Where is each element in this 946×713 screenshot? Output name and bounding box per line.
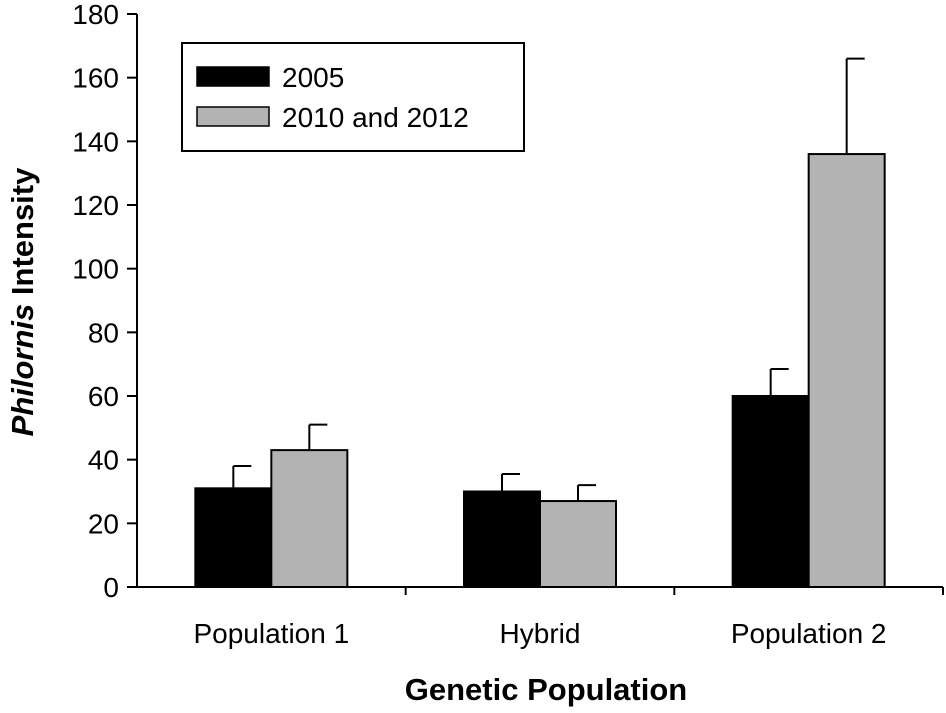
category-labels: Population 1 Hybrid Population 2 (193, 618, 886, 649)
bar-2005-hybrid (463, 490, 541, 588)
y-axis-ticks: 0 20 40 60 80 100 120 140 160 180 (72, 0, 137, 603)
bar-2005-population-2 (731, 395, 810, 588)
y-tick-label-60: 60 (88, 381, 119, 412)
y-axis-title-italic: Philornis (5, 304, 40, 437)
legend-swatch-2005 (196, 66, 270, 87)
bar-2010-and-2012-population-2 (807, 153, 886, 588)
bar-2010-and-2012-hybrid (539, 500, 617, 588)
y-tick-label-80: 80 (88, 317, 119, 348)
x-axis-title: Genetic Population (405, 672, 687, 707)
legend-frame (181, 42, 525, 152)
error-bars (232, 57, 865, 502)
x-category-label-population-1: Population 1 (193, 618, 349, 649)
y-tick-label-20: 20 (88, 508, 119, 539)
y-tick-label-40: 40 (88, 445, 119, 476)
y-tick-label-160: 160 (72, 63, 119, 94)
bar-2010-and-2012-population-1 (270, 449, 349, 588)
legend: 2005 2010 and 2012 (181, 42, 525, 152)
y-tick-label-180: 180 (72, 0, 119, 30)
y-tick-label-140: 140 (72, 126, 119, 157)
bar-2005-population-1 (194, 487, 273, 589)
y-tick-label-100: 100 (72, 254, 119, 285)
x-category-label-population-2: Population 2 (731, 618, 887, 649)
y-axis-title-rest: Intensity (5, 167, 40, 304)
legend-swatch-2010-and-2012 (196, 106, 270, 127)
axes (136, 14, 944, 595)
y-tick-label-0: 0 (103, 572, 119, 603)
legend-label-2010-and-2012: 2010 and 2012 (282, 102, 469, 133)
x-category-label-hybrid: Hybrid (500, 618, 581, 649)
legend-label-2005: 2005 (282, 62, 344, 93)
bars (194, 153, 886, 589)
y-tick-label-120: 120 (72, 190, 119, 221)
y-axis-title: Philornis Intensity (5, 167, 40, 436)
